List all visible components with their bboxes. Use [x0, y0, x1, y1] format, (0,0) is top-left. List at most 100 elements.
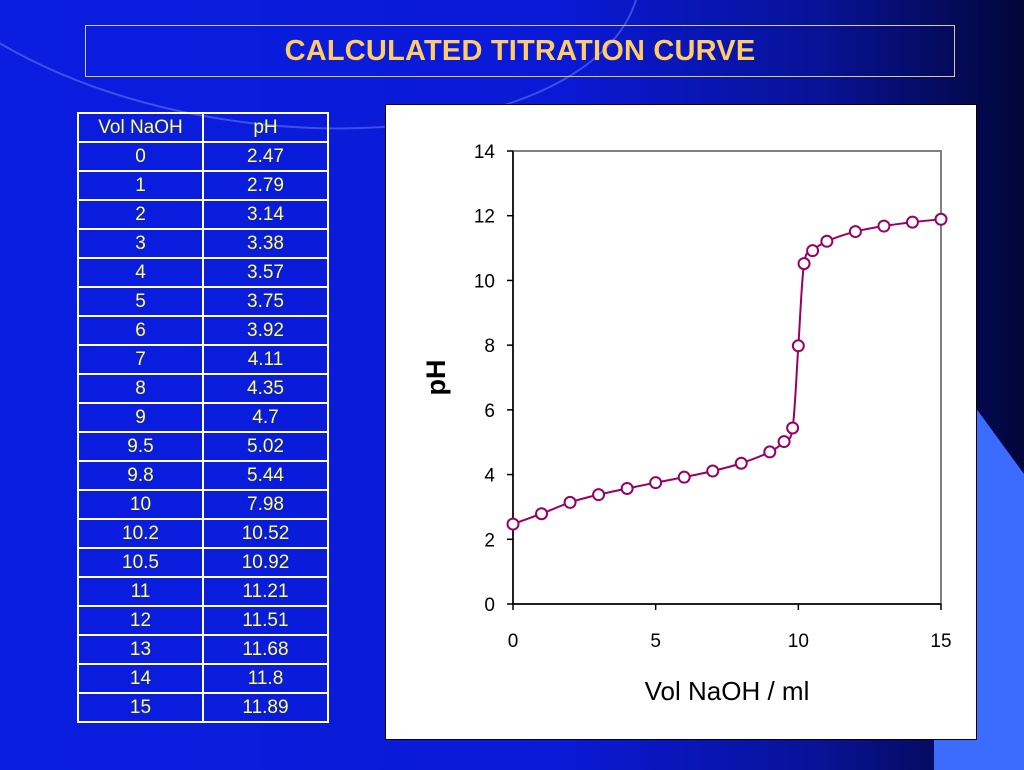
- header-ph: pH: [202, 112, 329, 143]
- cell-ph: 10.52: [202, 518, 329, 549]
- cell-ph: 11.8: [202, 663, 329, 694]
- y-tick-label: 14: [474, 142, 496, 163]
- y-tick-label: 0: [484, 595, 495, 616]
- plot-area-border: [512, 150, 942, 605]
- cell-vol-naoh: 4: [77, 257, 204, 288]
- y-tick-label: 12: [474, 207, 495, 228]
- data-point-marker: [592, 488, 606, 502]
- cell-ph: 11.21: [202, 576, 329, 607]
- x-tick-label: 10: [788, 631, 809, 652]
- table-row: 10.2 10.52: [77, 518, 329, 549]
- cell-ph: 3.38: [202, 228, 329, 259]
- data-point-marker: [777, 435, 791, 449]
- data-point-marker: [877, 219, 891, 233]
- data-point-marker: [649, 476, 663, 490]
- table-row: 4 3.57: [77, 257, 329, 288]
- y-tick-label: 4: [484, 466, 495, 487]
- cell-vol-naoh: 8: [77, 373, 204, 404]
- table-row: 6 3.92: [77, 315, 329, 346]
- cell-vol-naoh: 15: [77, 692, 204, 723]
- data-point-marker: [620, 481, 634, 495]
- table-row: 9 4.7: [77, 402, 329, 433]
- table-row: 0 2.47: [77, 141, 329, 172]
- cell-vol-naoh: 14: [77, 663, 204, 694]
- data-point-marker: [734, 456, 748, 470]
- chart-frame: 0 2 4 6 8 10 12 14 0 5 10 15 Vol NaOH / ml pH: [385, 104, 977, 740]
- table-row: 12 11.51: [77, 605, 329, 636]
- x-tick-label: 5: [650, 631, 661, 652]
- cell-ph: 4.7: [202, 402, 329, 433]
- slide-title-box: CALCULATED TITRATION CURVE: [85, 25, 955, 77]
- cell-ph: 11.89: [202, 692, 329, 723]
- cell-vol-naoh: 5: [77, 286, 204, 317]
- y-axis-title: pH: [421, 360, 451, 396]
- table-row: 9.5 5.02: [77, 431, 329, 462]
- cell-vol-naoh: 9.8: [77, 460, 204, 491]
- cell-ph: 3.75: [202, 286, 329, 317]
- cell-vol-naoh: 0: [77, 141, 204, 172]
- cell-vol-naoh: 11: [77, 576, 204, 607]
- cell-vol-naoh: 10.5: [77, 547, 204, 578]
- titration-curve-line: [512, 218, 942, 526]
- cell-ph: 10.92: [202, 547, 329, 578]
- x-axis-title: Vol NaOH / ml: [645, 676, 810, 706]
- cell-ph: 11.68: [202, 634, 329, 665]
- data-point-marker: [563, 495, 577, 509]
- data-point-marker: [706, 464, 720, 478]
- cell-ph: 3.57: [202, 257, 329, 288]
- table-row: 10.5 10.92: [77, 547, 329, 578]
- x-tick-label: 0: [508, 631, 519, 652]
- data-point-marker: [934, 212, 948, 226]
- table-row: 3 3.38: [77, 228, 329, 259]
- table-row: 1 2.79: [77, 170, 329, 201]
- table-row: 11 11.21: [77, 576, 329, 607]
- data-point-marker: [677, 470, 691, 484]
- cell-vol-naoh: 10: [77, 489, 204, 520]
- cell-ph: 2.47: [202, 141, 329, 172]
- table-row: 10 7.98: [77, 489, 329, 520]
- cell-ph: 2.79: [202, 170, 329, 201]
- data-point-marker: [797, 257, 811, 271]
- table-body: 0 2.47 1 2.79 2 3.14 3 3.38 4 3.57 5 3.75 6 3.92 7 4.11…: [77, 141, 329, 723]
- cell-vol-naoh: 2: [77, 199, 204, 230]
- cell-vol-naoh: 3: [77, 228, 204, 259]
- data-point-marker: [791, 339, 805, 353]
- cell-ph: 4.11: [202, 344, 329, 375]
- slide-title: CALCULATED TITRATION CURVE: [284, 34, 756, 67]
- table-row: 13 11.68: [77, 634, 329, 665]
- data-point-marker: [535, 507, 549, 521]
- y-tick-label: 2: [484, 530, 495, 551]
- data-point-marker: [506, 517, 520, 531]
- data-point-marker: [806, 244, 820, 258]
- data-point-marker: [786, 421, 800, 435]
- data-point-marker: [763, 445, 777, 459]
- cell-ph: 5.44: [202, 460, 329, 491]
- table-row: 15 11.89: [77, 692, 329, 723]
- cell-ph: 7.98: [202, 489, 329, 520]
- cell-ph: 4.35: [202, 373, 329, 404]
- y-tick-label: 10: [474, 271, 495, 292]
- cell-vol-naoh: 10.2: [77, 518, 204, 549]
- data-point-marker: [848, 225, 862, 239]
- cell-vol-naoh: 1: [77, 170, 204, 201]
- cell-ph: 3.14: [202, 199, 329, 230]
- x-tick-label: 15: [930, 631, 951, 652]
- table-row: 9.8 5.44: [77, 460, 329, 491]
- data-point-marker: [905, 215, 919, 229]
- cell-ph: 5.02: [202, 431, 329, 462]
- cell-vol-naoh: 6: [77, 315, 204, 346]
- cell-vol-naoh: 12: [77, 605, 204, 636]
- cell-ph: 3.92: [202, 315, 329, 346]
- table-row: 5 3.75: [77, 286, 329, 317]
- titration-chart: 0 2 4 6 8 10 12 14 0 5 10 15 Vol NaOH / ml pH: [421, 142, 952, 706]
- cell-vol-naoh: 7: [77, 344, 204, 375]
- y-tick-label: 8: [484, 336, 495, 357]
- table-row: 2 3.14: [77, 199, 329, 230]
- titration-data-table: Vol NaOH pH 0 2.47 1 2.79 2 3.14 3 3.38 4 3.57 5 3.…: [77, 112, 329, 723]
- y-tick-label: 6: [484, 401, 495, 422]
- data-point-marker: [820, 234, 834, 248]
- cell-vol-naoh: 9.5: [77, 431, 204, 462]
- table-row: 14 11.8: [77, 663, 329, 694]
- table-row: 8 4.35: [77, 373, 329, 404]
- cell-vol-naoh: 9: [77, 402, 204, 433]
